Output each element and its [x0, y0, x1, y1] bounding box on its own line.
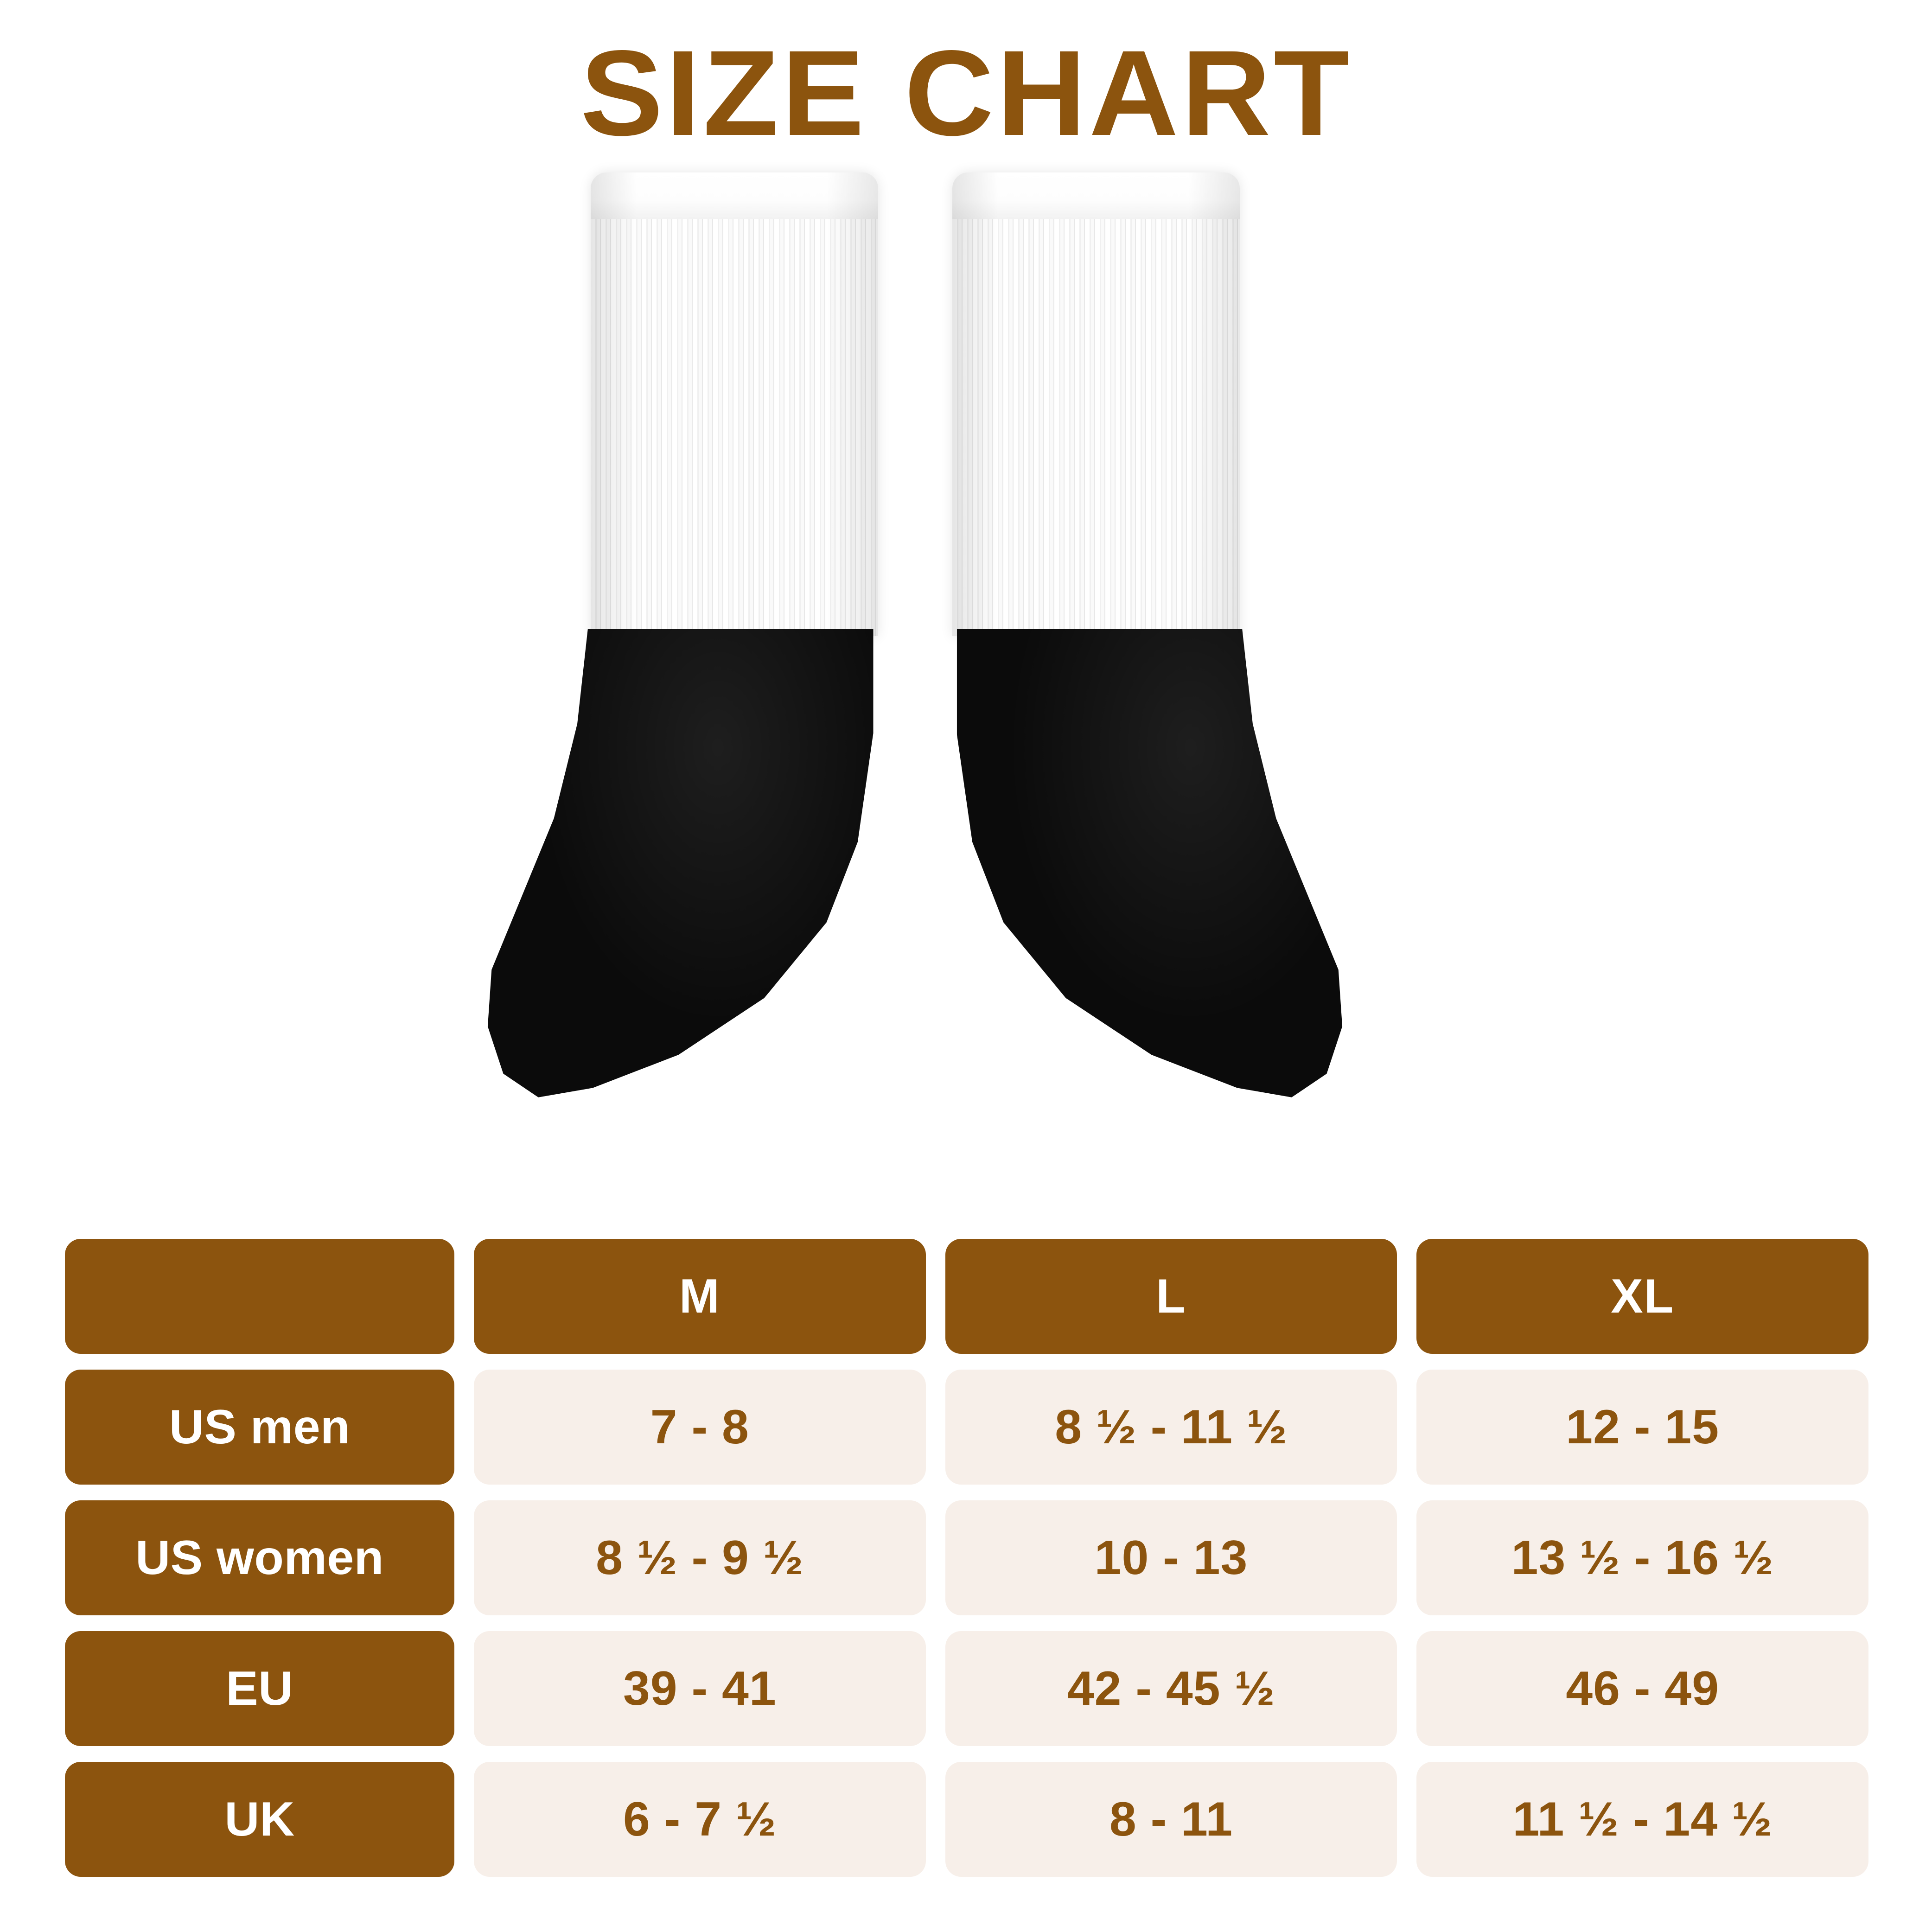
table-header-row: M L XL [65, 1239, 1869, 1354]
cell-uk-l: 8 - 11 [945, 1762, 1397, 1877]
cell-uk-xl-value: 11 ½ - 14 ½ [1512, 1792, 1773, 1846]
size-chart-table: M L XL US men 7 - 8 8 ½ - 11 ½ 12 - 15 U… [65, 1239, 1869, 1877]
cell-us-women-m: 8 ½ - 9 ½ [474, 1500, 926, 1615]
cell-us-men-xl-value: 12 - 15 [1566, 1400, 1720, 1454]
cell-us-women-xl: 13 ½ - 16 ½ [1416, 1500, 1869, 1615]
cell-us-women-l-value: 10 - 13 [1094, 1531, 1248, 1585]
sock-left [487, 172, 878, 1104]
cell-us-men-xl: 12 - 15 [1416, 1370, 1869, 1485]
sock-cuff-shading-left [590, 172, 878, 636]
cell-us-women-m-value: 8 ½ - 9 ½ [596, 1531, 804, 1585]
row-header-us-men: US men [65, 1370, 454, 1485]
cell-eu-m-value: 39 - 41 [623, 1662, 777, 1715]
sock-foot-left [487, 629, 874, 1097]
column-header-xl-label: XL [1611, 1269, 1675, 1323]
sock-right [952, 172, 1343, 1104]
product-image-area [0, 163, 1932, 1123]
column-header-l-label: L [1156, 1269, 1186, 1323]
sock-foot-sheen-left [487, 629, 874, 1097]
row-header-uk-label: UK [224, 1792, 295, 1846]
cell-uk-l-value: 8 - 11 [1109, 1792, 1233, 1846]
column-header-xl: XL [1416, 1239, 1869, 1354]
column-header-m: M [474, 1239, 926, 1354]
cell-us-men-l-value: 8 ½ - 11 ½ [1055, 1400, 1288, 1454]
row-header-us-women-label: US women [135, 1531, 384, 1585]
cell-eu-l: 42 - 45 ½ [945, 1631, 1397, 1746]
title-bar: SIZE CHART [0, 0, 1932, 154]
cell-us-men-m-value: 7 - 8 [650, 1400, 749, 1454]
cell-eu-xl: 46 - 49 [1416, 1631, 1869, 1746]
row-header-eu: EU [65, 1631, 454, 1746]
sock-foot-sheen-right [956, 629, 1343, 1097]
cell-us-men-l: 8 ½ - 11 ½ [945, 1370, 1397, 1485]
cell-uk-xl: 11 ½ - 14 ½ [1416, 1762, 1869, 1877]
row-header-eu-label: EU [226, 1662, 293, 1715]
sock-cuff-band-left [590, 172, 878, 219]
socks-illustration [433, 172, 1499, 1114]
cell-us-women-l: 10 - 13 [945, 1500, 1397, 1615]
column-header-l: L [945, 1239, 1397, 1354]
row-header-uk: UK [65, 1762, 454, 1877]
table-row: US men 7 - 8 8 ½ - 11 ½ 12 - 15 [65, 1370, 1869, 1485]
table-corner-cell [65, 1239, 454, 1354]
cell-uk-m-value: 6 - 7 ½ [623, 1792, 777, 1846]
row-header-us-men-label: US men [169, 1400, 351, 1454]
page-title: SIZE CHART [580, 25, 1352, 161]
row-header-us-women: US women [65, 1500, 454, 1615]
table-row: UK 6 - 7 ½ 8 - 11 11 ½ - 14 ½ [65, 1762, 1869, 1877]
table-row: US women 8 ½ - 9 ½ 10 - 13 13 ½ - 16 ½ [65, 1500, 1869, 1615]
cell-uk-m: 6 - 7 ½ [474, 1762, 926, 1877]
column-header-m-label: M [679, 1269, 721, 1323]
cell-us-men-m: 7 - 8 [474, 1370, 926, 1485]
cell-eu-m: 39 - 41 [474, 1631, 926, 1746]
sock-cuff-left [590, 172, 878, 636]
sock-cuff-right [952, 172, 1240, 636]
cell-eu-xl-value: 46 - 49 [1566, 1662, 1720, 1715]
sock-cuff-band-right [952, 172, 1240, 219]
table-row: EU 39 - 41 42 - 45 ½ 46 - 49 [65, 1631, 1869, 1746]
sock-foot-right [956, 629, 1343, 1097]
sock-cuff-shading-right [952, 172, 1240, 636]
cell-us-women-xl-value: 13 ½ - 16 ½ [1511, 1531, 1774, 1585]
cell-eu-l-value: 42 - 45 ½ [1067, 1662, 1275, 1715]
